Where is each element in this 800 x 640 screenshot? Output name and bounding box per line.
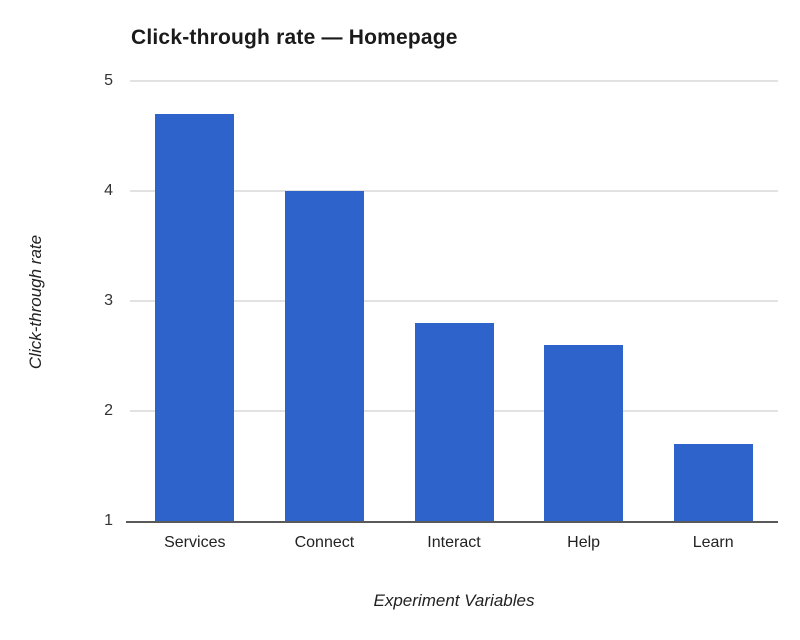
bar-help	[544, 345, 624, 521]
gridline	[130, 80, 778, 82]
y-tick-label: 3	[104, 292, 113, 309]
x-axis-line	[126, 521, 778, 523]
x-category-label: Learn	[692, 534, 734, 551]
gridline	[130, 190, 778, 192]
y-axis-title: Click-through rate	[26, 234, 45, 370]
x-category-label: Connect	[294, 534, 355, 551]
bar-learn	[673, 444, 753, 521]
y-tick-label: 5	[104, 72, 113, 89]
x-category-label: Services	[164, 534, 226, 551]
y-tick-label: 4	[104, 182, 113, 199]
x-category-label: Interact	[427, 534, 481, 551]
y-tick-label: 2	[104, 402, 113, 419]
x-category-label: Help	[567, 534, 601, 551]
bar-connect	[284, 191, 364, 521]
y-tick-label: 1	[104, 512, 113, 529]
x-axis-title: Experiment Variables	[373, 591, 535, 610]
bar-services	[155, 114, 235, 521]
chart-title: Click-through rate — Homepage	[131, 26, 458, 49]
bar-interact	[414, 323, 494, 521]
gridline	[130, 300, 778, 302]
